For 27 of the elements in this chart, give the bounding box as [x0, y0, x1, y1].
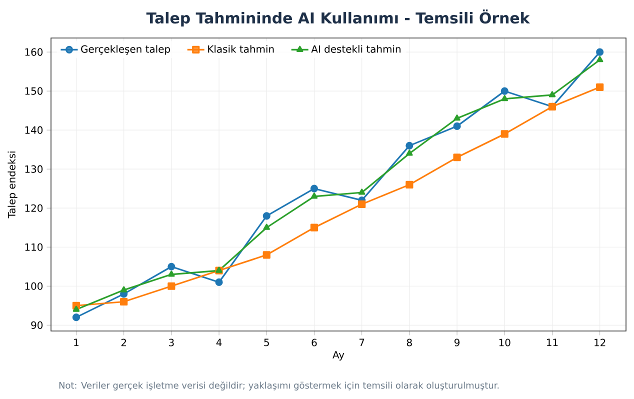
y-tick-label: 130: [25, 165, 43, 173]
x-tick-label: 6: [312, 338, 317, 346]
x-tick-label: 9: [454, 338, 460, 346]
x-axis-title: Ay: [332, 351, 344, 360]
y-tick-label: 140: [25, 126, 43, 134]
x-tick-label: 1: [74, 338, 78, 346]
text: Not: Veriler gerçek işletme verisi değildir; yaklaşımı göstermek için temsili olarak oluşturulmuştur.: [59, 382, 499, 390]
y-tick-label: 150: [25, 87, 43, 95]
x-tick-label: 8: [406, 338, 412, 346]
x-tick-label: 5: [264, 338, 269, 346]
y-tick-label: 90: [31, 321, 43, 329]
legend-label: AI destekli tahmin: [311, 45, 400, 53]
y-tick-label: 160: [25, 48, 43, 56]
x-tick-label: 11: [546, 338, 558, 346]
x-tick-label: 7: [359, 338, 364, 346]
legend-label: Gerçekleşen talep: [81, 45, 170, 55]
chart-title: Talep Tahmininde AI Kullanımı - Temsili Örnek: [146, 10, 530, 26]
x-tick-label: 12: [594, 338, 606, 346]
x-tick-label: 4: [216, 338, 222, 346]
x-tick-label: 3: [169, 338, 174, 346]
y-tick-label: 120: [25, 204, 43, 212]
x-tick-label: 2: [121, 338, 126, 346]
x-tick-label: 10: [499, 338, 510, 346]
y-axis-title: Talep endeksi: [8, 152, 18, 218]
legend-label: Klasik tahmin: [208, 45, 274, 53]
y-tick-label: 110: [25, 243, 43, 251]
y-tick-label: 100: [25, 282, 43, 290]
